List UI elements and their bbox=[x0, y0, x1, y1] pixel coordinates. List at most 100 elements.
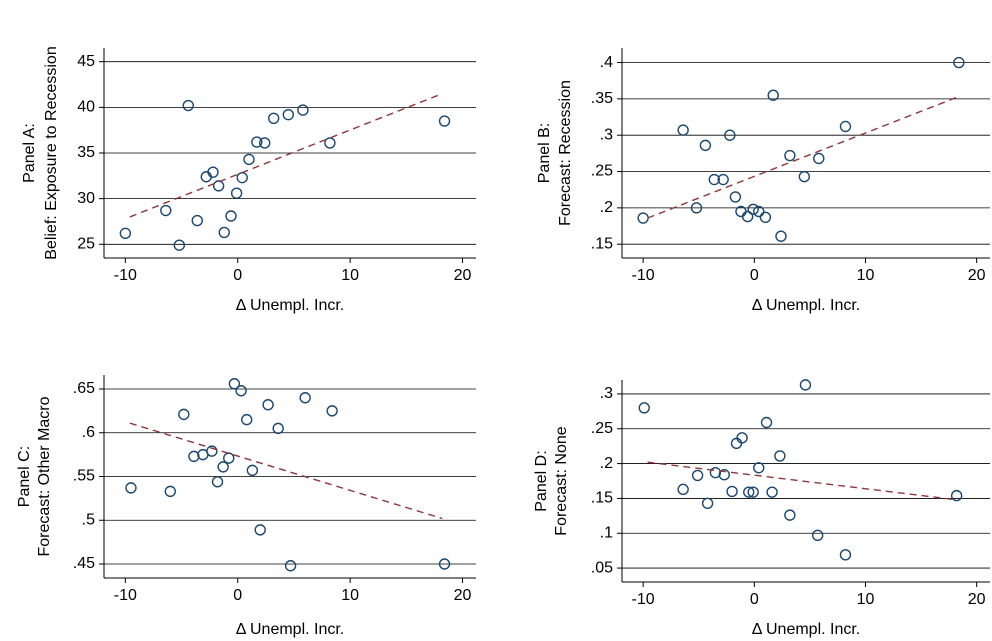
scatter-point bbox=[236, 171, 248, 184]
scatter-point bbox=[173, 239, 185, 251]
scatter-point bbox=[677, 483, 689, 496]
y-axis-label: Forecast: Other Macro bbox=[36, 396, 53, 556]
y-axis-label: Forecast: None bbox=[553, 426, 570, 535]
scatter-point bbox=[747, 203, 759, 216]
x-tick-label: -10 bbox=[114, 587, 137, 604]
x-tick-label: -10 bbox=[632, 591, 655, 608]
scatter-point bbox=[225, 210, 237, 222]
scatter-point bbox=[736, 432, 748, 444]
scatter-point bbox=[775, 230, 787, 242]
y-tick-label: .5 bbox=[82, 511, 95, 528]
y-tick-label: .45 bbox=[73, 555, 95, 572]
panel-title: Panel C: bbox=[16, 446, 33, 507]
scatter-point bbox=[708, 173, 720, 186]
y-tick-label: .2 bbox=[600, 199, 613, 216]
y-tick-label: 30 bbox=[77, 190, 95, 207]
x-tick-label: 10 bbox=[857, 591, 875, 608]
y-tick-label: .3 bbox=[600, 126, 613, 143]
scatter-point bbox=[284, 560, 297, 572]
y-axis-label: Forecast: Recession bbox=[557, 80, 574, 226]
scatter-point bbox=[766, 486, 778, 498]
y-tick-label: .55 bbox=[73, 468, 95, 485]
scatter-point bbox=[759, 211, 772, 224]
scatter-point bbox=[701, 497, 714, 509]
fit-line bbox=[647, 461, 957, 501]
x-axis-label: Δ Unempl. Incr. bbox=[752, 621, 861, 638]
scatter-point bbox=[272, 422, 284, 435]
y-tick-label: .3 bbox=[600, 385, 613, 402]
x-tick-label: 20 bbox=[454, 267, 472, 284]
y-tick-label: .65 bbox=[73, 380, 95, 397]
scatter-point bbox=[230, 187, 243, 199]
y-tick-label: .15 bbox=[591, 235, 613, 252]
scatter-point bbox=[228, 378, 241, 390]
fit-line bbox=[647, 96, 957, 219]
x-tick-label: -10 bbox=[632, 267, 655, 284]
scatter-point bbox=[760, 416, 773, 429]
scatter-point bbox=[217, 461, 229, 473]
x-tick-label: 20 bbox=[968, 591, 986, 608]
fit-line bbox=[129, 422, 443, 520]
scatter-point bbox=[729, 191, 742, 203]
scatter-point bbox=[326, 405, 338, 417]
scatter-point bbox=[753, 205, 765, 218]
scatter-point bbox=[206, 445, 218, 457]
x-tick-label: 0 bbox=[233, 587, 242, 604]
x-axis-label: Δ Unempl. Incr. bbox=[752, 297, 861, 314]
scatter-point bbox=[438, 115, 451, 127]
scatter-point bbox=[784, 509, 796, 521]
scatter-point bbox=[251, 136, 263, 148]
scatter-point bbox=[839, 549, 852, 561]
x-tick-label: 10 bbox=[857, 267, 875, 284]
y-tick-label: .4 bbox=[600, 54, 613, 71]
scatter-point bbox=[119, 227, 132, 240]
scatter-point bbox=[753, 462, 765, 474]
panel-title: Panel B: bbox=[536, 123, 553, 183]
x-tick-label: -10 bbox=[114, 267, 137, 284]
scatter-point bbox=[254, 524, 266, 536]
scatter-point bbox=[638, 402, 650, 414]
x-tick-label: 20 bbox=[454, 587, 472, 604]
scatter-point bbox=[191, 214, 203, 227]
scatter-point bbox=[125, 482, 137, 494]
x-tick-label: 20 bbox=[968, 267, 986, 284]
scatter-point bbox=[164, 485, 177, 498]
scatter-point bbox=[743, 486, 755, 498]
scatter-point bbox=[637, 212, 649, 224]
scatter-point bbox=[299, 392, 311, 404]
scatter-point bbox=[262, 399, 274, 411]
y-tick-label: .6 bbox=[82, 424, 95, 441]
y-tick-label: .25 bbox=[591, 163, 613, 180]
scatter-point bbox=[950, 489, 963, 502]
scatter-point bbox=[741, 210, 754, 223]
scatter-point bbox=[223, 452, 235, 464]
scatter-point bbox=[241, 413, 253, 426]
scatter-point bbox=[718, 469, 730, 481]
panel: .45 .5 .55 .6 .65 -10 0 10 20 Panel C: Forecast: O… bbox=[16, 375, 476, 638]
scatter-point bbox=[211, 476, 224, 488]
scatter-point bbox=[774, 450, 786, 462]
scatter-point bbox=[690, 202, 703, 214]
y-axis-label: Belief: Exposure to Recession bbox=[43, 46, 60, 259]
y-tick-label: 35 bbox=[77, 144, 95, 161]
y-tick-label: 25 bbox=[77, 236, 95, 253]
scatter-point bbox=[730, 437, 743, 450]
scatter-point bbox=[259, 137, 271, 149]
x-axis-label: Δ Unempl. Incr. bbox=[236, 297, 345, 314]
y-tick-label: .35 bbox=[591, 90, 613, 107]
scatter-point bbox=[207, 166, 219, 178]
scatter-point bbox=[282, 108, 295, 121]
y-tick-label: .25 bbox=[591, 420, 613, 437]
scatter-point bbox=[212, 180, 225, 192]
scatter-point bbox=[188, 450, 200, 463]
scatter-point bbox=[839, 120, 852, 133]
scatter-point bbox=[218, 226, 230, 239]
x-tick-label: 0 bbox=[750, 591, 759, 608]
scatter-point bbox=[699, 139, 712, 152]
scatter-point bbox=[182, 99, 194, 112]
scatter-point bbox=[799, 379, 812, 391]
scatter-point bbox=[717, 173, 729, 186]
scatter-point bbox=[268, 112, 280, 125]
scatter-point bbox=[726, 485, 738, 498]
